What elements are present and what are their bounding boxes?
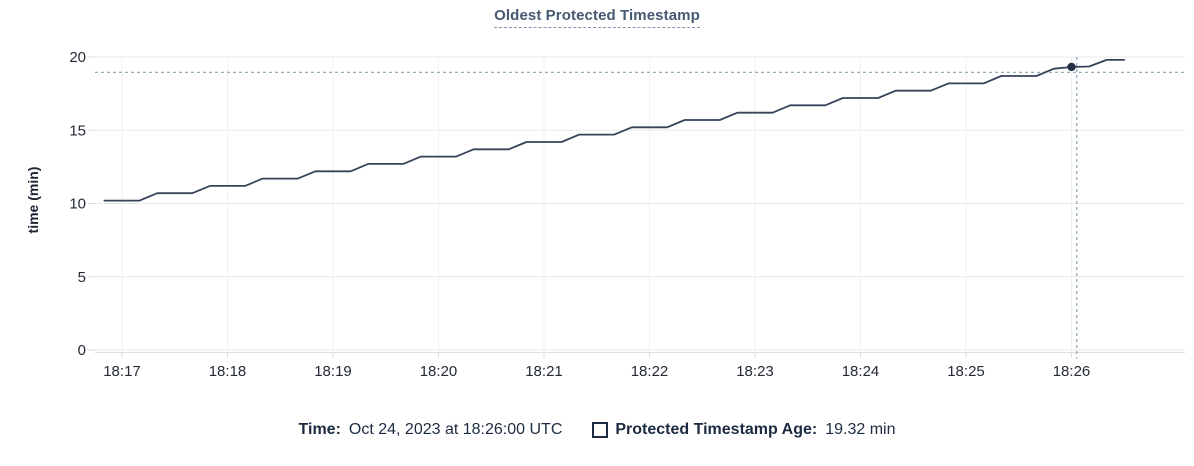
y-tick-label: 10 xyxy=(69,196,86,213)
series-line xyxy=(103,59,1126,202)
tooltip-series-label: Protected Timestamp Age: xyxy=(615,421,818,438)
y-tick-label: 5 xyxy=(78,269,86,286)
x-tick-label: 18:17 xyxy=(103,363,141,380)
chart-title-row: Oldest Protected Timestamp xyxy=(0,7,1194,28)
tooltip-series-value: 19.32 min xyxy=(825,421,896,438)
series-swatch-square-icon xyxy=(592,422,609,438)
chart-title[interactable]: Oldest Protected Timestamp xyxy=(494,7,700,28)
x-tick-label: 18:18 xyxy=(209,363,247,380)
x-tick-label: 18:25 xyxy=(947,363,985,380)
hover-point-dot xyxy=(1067,62,1076,72)
x-tick-label: 18:21 xyxy=(525,363,563,380)
tooltip-time-value: Oct 24, 2023 at 18:26:00 UTC xyxy=(348,421,563,438)
hover-tooltip-bar: Time: Oct 24, 2023 at 18:26:00 UTC Prote… xyxy=(0,417,1194,443)
y-tick-label: 0 xyxy=(78,342,86,359)
x-tick-label: 18:26 xyxy=(1053,363,1091,380)
y-tick-label: 20 xyxy=(69,49,86,66)
x-tick-label: 18:23 xyxy=(736,363,774,380)
x-tick-label: 18:24 xyxy=(842,363,880,380)
x-tick-label: 18:19 xyxy=(314,363,352,380)
x-tick-label: 18:22 xyxy=(631,363,669,380)
y-tick-label: 15 xyxy=(69,122,86,139)
x-tick-label: 18:20 xyxy=(420,363,458,380)
line-chart-plot-area[interactable]: 0 5 10 15 20 18:17 18:18 18:19 18:20 18:21 18:22 18… xyxy=(0,0,1194,400)
tooltip-time-label: Time: xyxy=(298,421,341,438)
